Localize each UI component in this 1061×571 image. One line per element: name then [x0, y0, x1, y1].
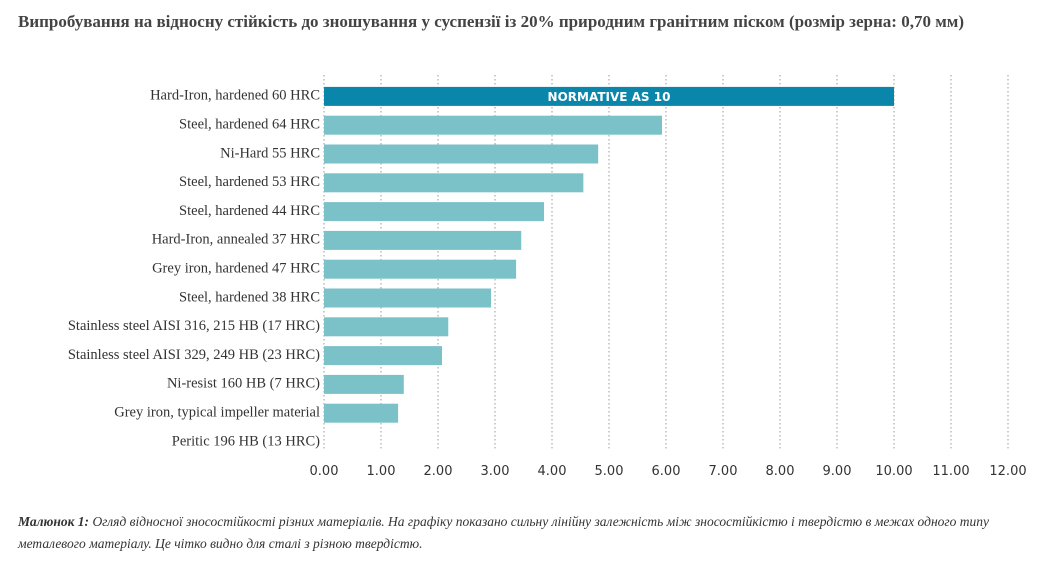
- bar: [324, 259, 517, 279]
- bar: [324, 403, 399, 423]
- chart-title: Випробування на відносну стійкість до зн…: [18, 12, 964, 31]
- bar-annotation: NORMATIVE AS 10: [548, 90, 671, 104]
- y-tick-label: Steel, hardened 38 HRC: [179, 289, 320, 305]
- x-tick-label: 5.00: [595, 464, 624, 479]
- x-tick-label: 9.00: [823, 464, 852, 479]
- y-tick-label: Grey iron, typical impeller material: [114, 405, 320, 421]
- y-tick-label: Stainless steel AISI 316, 215 HB (17 HRC…: [68, 318, 320, 334]
- x-tick-label: 11.00: [932, 464, 969, 479]
- y-tick-label: Peritic 196 HB (13 HRC): [172, 433, 320, 449]
- x-tick-label: 8.00: [766, 464, 795, 479]
- bar: [324, 288, 492, 308]
- y-tick-label: Ni-resist 160 HB (7 HRC): [167, 376, 320, 392]
- bar: [324, 86, 894, 106]
- y-tick-label: Steel, hardened 44 HRC: [179, 203, 320, 219]
- y-tick-label: Hard-Iron, hardened 60 HRC: [150, 88, 320, 104]
- bar: [324, 202, 545, 222]
- bar: [324, 374, 404, 394]
- caption: Малюнок 1: Огляд відносної зносостійкост…: [18, 511, 1038, 555]
- y-tick-label: Grey iron, hardened 47 HRC: [152, 261, 320, 277]
- x-tick-label: 7.00: [709, 464, 738, 479]
- bar: [324, 144, 599, 164]
- x-tick-label: 0.00: [310, 464, 339, 479]
- x-tick-label: 4.00: [538, 464, 567, 479]
- caption-text: Огляд відносної зносостійкості різних ма…: [18, 514, 990, 551]
- x-tick-label: 6.00: [652, 464, 681, 479]
- bar: [324, 317, 449, 337]
- chart: Випробування на відносну стійкість до зн…: [18, 12, 1027, 479]
- bar: [324, 115, 663, 135]
- x-tick-label: 10.00: [875, 464, 912, 479]
- bar: [324, 346, 442, 366]
- bar: [324, 230, 522, 250]
- y-tick-label: Stainless steel AISI 329, 249 HB (23 HRC…: [68, 347, 320, 363]
- bar: [324, 173, 584, 193]
- caption-label: Малюнок 1:: [18, 514, 90, 529]
- x-tick-label: 2.00: [424, 464, 453, 479]
- y-tick-label: Steel, hardened 64 HRC: [179, 117, 320, 133]
- y-tick-label: Steel, hardened 53 HRC: [179, 174, 320, 190]
- y-tick-label: Hard-Iron, annealed 37 HRC: [152, 232, 320, 248]
- x-tick-label: 1.00: [367, 464, 396, 479]
- x-tick-label: 3.00: [481, 464, 510, 479]
- y-tick-label: Ni-Hard 55 HRC: [220, 145, 320, 161]
- x-tick-label: 12.00: [989, 464, 1026, 479]
